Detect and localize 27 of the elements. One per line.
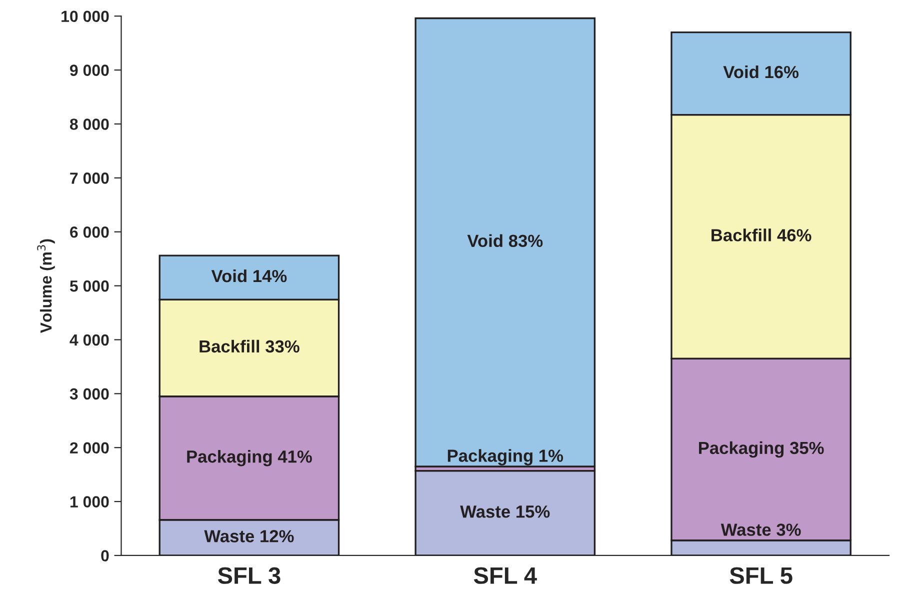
- data-label: Waste 15%: [460, 506, 550, 518]
- y-tick-label: 9 000: [70, 64, 109, 76]
- data-label: Backfill 46%: [712, 228, 812, 242]
- x-tick-label: SFL 4: [474, 567, 537, 584]
- y-tick-label: 2 000: [70, 442, 109, 454]
- data-label: Packaging 41%: [187, 450, 312, 466]
- y-tick-label: 5 000: [70, 280, 109, 292]
- data-label: Void 83%: [467, 234, 543, 248]
- data-label: Packaging 35%: [699, 441, 824, 458]
- data-label: Waste 12%: [204, 530, 294, 542]
- data-label: Waste 3%: [720, 524, 801, 536]
- y-axis-title: Volume (m$^{3}$): [37, 239, 55, 334]
- data-label: Void 14%: [211, 269, 287, 282]
- data-label: Void 16%: [723, 65, 799, 78]
- x-tick-label: SFL 5: [730, 567, 792, 584]
- y-tick-label: 3 000: [70, 388, 109, 400]
- y-tick-label: 1 000: [70, 496, 109, 508]
- data-label: Backfill 33%: [200, 340, 300, 353]
- bar: [414, 17, 596, 468]
- y-tick-label: 4 000: [70, 334, 109, 346]
- y-tick-label: 10 000: [62, 10, 109, 22]
- data-label: Packaging 1%: [448, 449, 564, 466]
- y-tick-label: 7 000: [70, 172, 109, 184]
- x-tick-label: SFL 3: [218, 567, 280, 584]
- y-tick-label: 0: [101, 550, 109, 562]
- y-tick-label: 6 000: [70, 226, 109, 238]
- y-tick-label: 8 000: [70, 118, 109, 130]
